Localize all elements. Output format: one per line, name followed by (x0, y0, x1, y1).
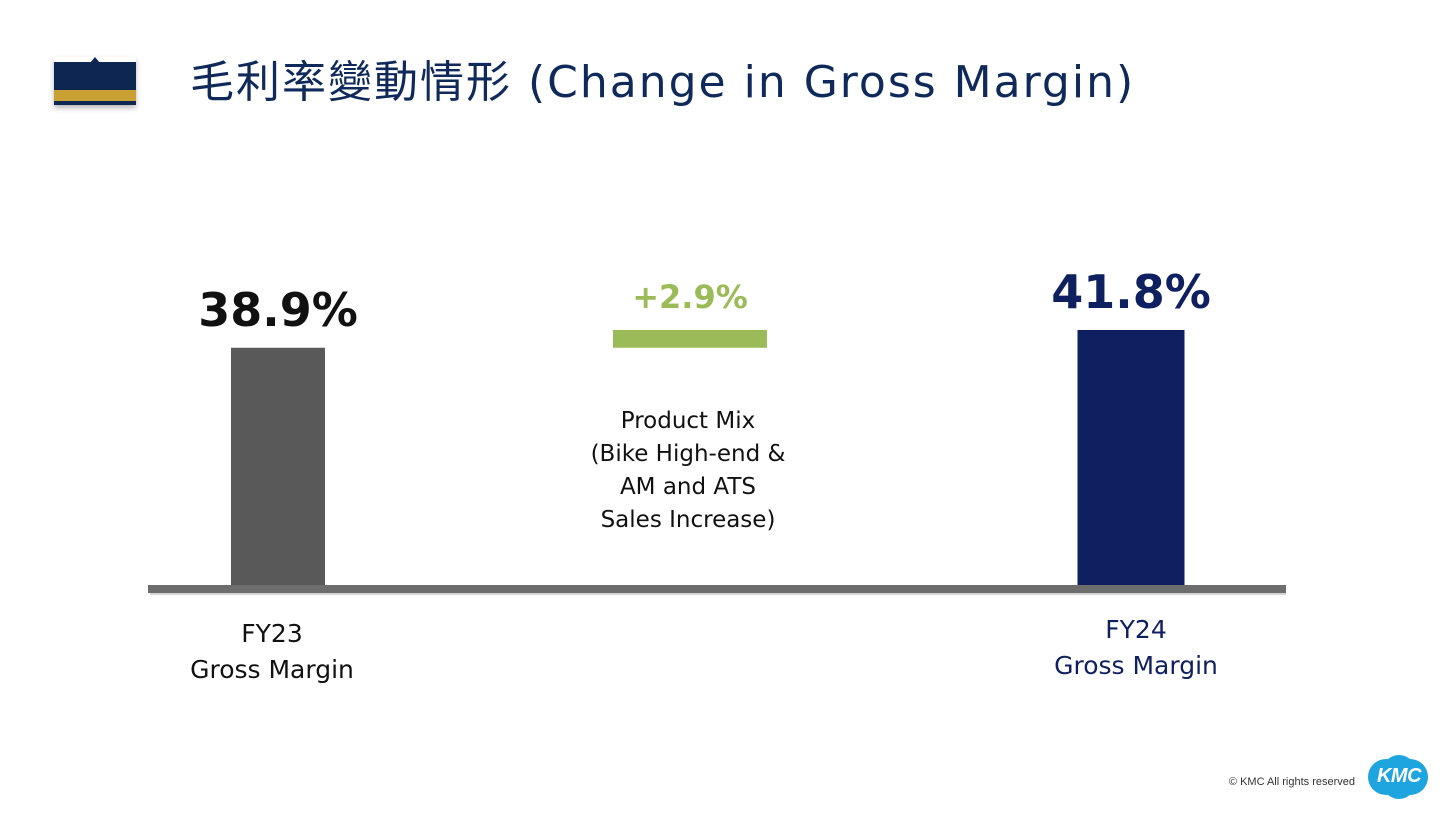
title-marker-icon (54, 57, 136, 105)
logo-text: KMC (1376, 765, 1422, 787)
bar-2 (1077, 330, 1185, 586)
page-title: 毛利率變動情形 (Change in Gross Margin) (190, 57, 1136, 108)
category-label-1: Product Mix (Bike High-end & AM and ATS Sal… (591, 408, 786, 533)
category-label-0: FY23 Gross Margin (190, 619, 354, 684)
kmc-logo: KMC (1368, 755, 1430, 799)
bar-0 (231, 347, 325, 586)
data-label-2: 41.8% (1051, 265, 1211, 319)
data-label-0: 38.9% (198, 283, 358, 337)
data-label-1: +2.9% (632, 278, 748, 316)
copyright-text: © KMC All rights reserved (1228, 776, 1355, 788)
category-label-2: FY24 Gross Margin (1054, 615, 1218, 680)
bar-1 (613, 330, 767, 348)
x-axis-line (148, 585, 1286, 593)
